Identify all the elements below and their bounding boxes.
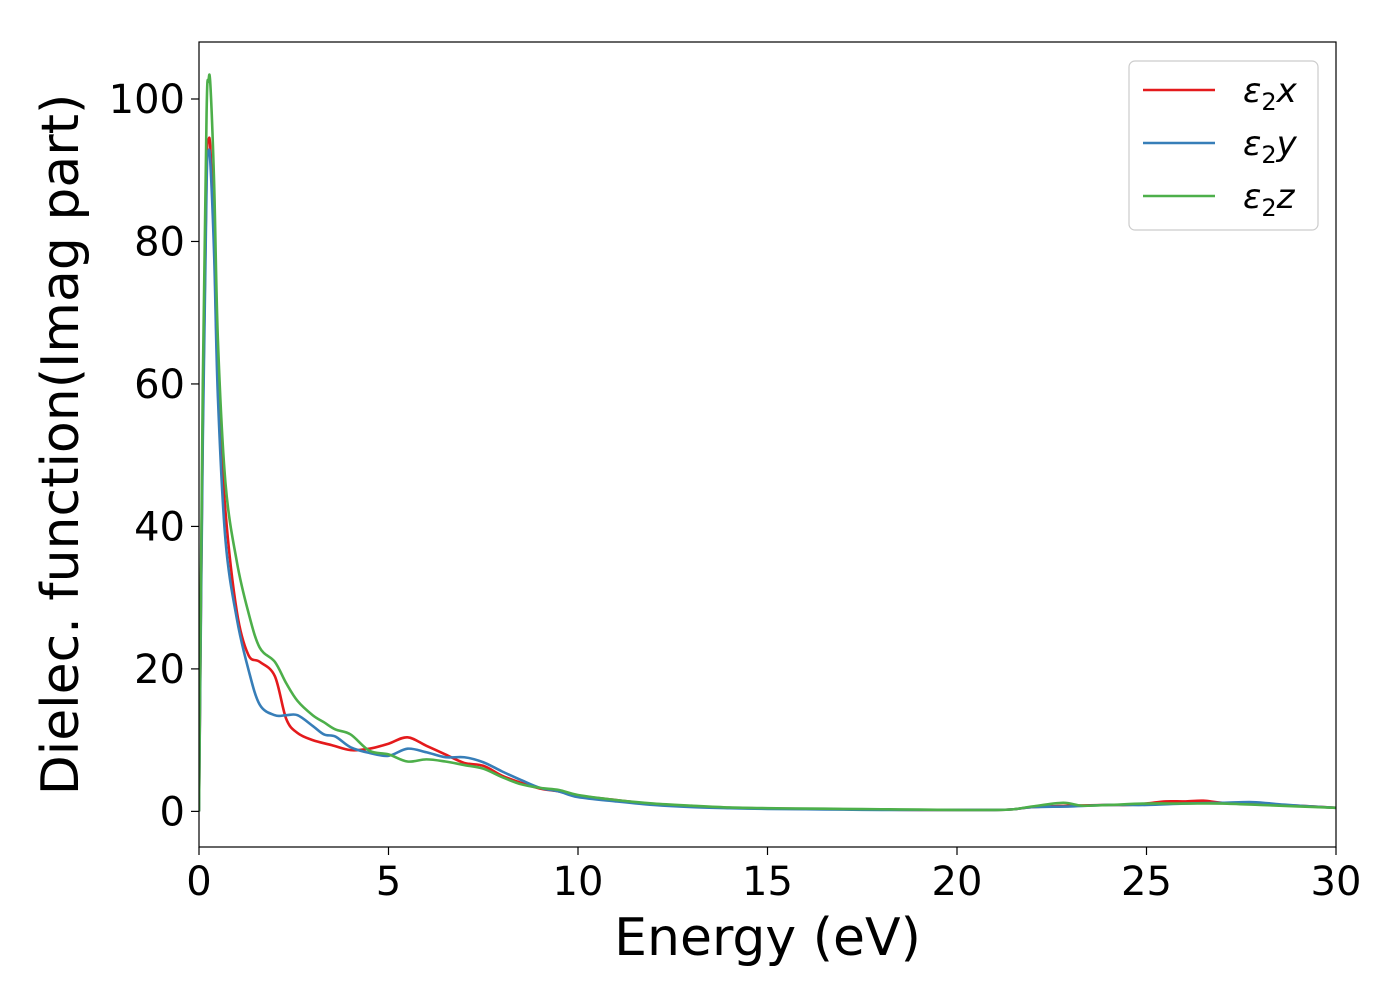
x-axis-label: Energy (eV) [614,908,921,968]
y-tick-label: 0 [160,789,185,835]
x-tick-label: 25 [1121,859,1172,905]
y-axis-label: Dielec. function(Imag part) [31,94,91,796]
y-tick-label: 100 [109,77,185,123]
x-tick-label: 15 [742,859,793,905]
y-tick-label: 40 [134,504,185,550]
x-tick-label: 30 [1311,859,1362,905]
legend: ε2x ε2y ε2z [1128,60,1319,231]
y-tick-label: 80 [134,219,185,265]
x-axis: 0 5 10 15 20 25 30 [186,847,1361,905]
x-tick-label: 0 [186,859,211,905]
series-lines [199,73,1336,812]
y-tick-label: 60 [134,362,185,408]
x-tick-label: 5 [376,859,401,905]
y-axis: 0 20 40 60 80 100 [109,77,199,835]
legend-label: ε2x [1243,71,1298,116]
x-tick-label: 10 [553,859,604,905]
x-tick-label: 20 [932,859,983,905]
legend-box [1128,60,1319,231]
legend-label: ε2y [1243,124,1298,169]
series-line-z [199,73,1336,812]
y-tick-label: 20 [134,647,185,693]
legend-label: ε2z [1243,177,1296,222]
